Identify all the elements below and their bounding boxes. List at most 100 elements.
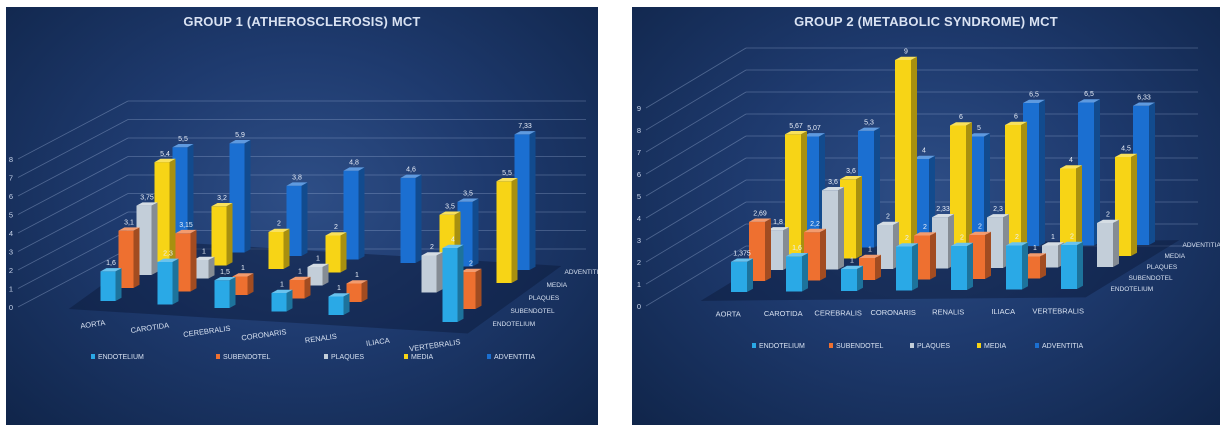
data-label: 4,5 (1121, 146, 1131, 153)
bar-top (950, 122, 972, 126)
bar-top (840, 176, 862, 180)
legend-label: PLAQUES (331, 354, 364, 361)
data-label: 9 (904, 49, 908, 56)
bar-side (304, 276, 311, 299)
data-label: 1 (337, 285, 341, 292)
bar-front (951, 246, 967, 290)
bar-front (229, 143, 245, 253)
data-label: 6,33 (1137, 94, 1151, 101)
data-label: 1,6 (106, 260, 116, 267)
data-label: 7,33 (518, 123, 532, 130)
y-tick-label: 4 (637, 214, 641, 223)
data-label: 2,69 (753, 211, 767, 218)
bar-side (436, 252, 443, 293)
data-label: 3,1 (124, 219, 134, 226)
gridline (17, 211, 129, 271)
bar-side (340, 232, 347, 273)
bar-top (214, 276, 236, 281)
bar-top (271, 289, 293, 293)
legend-swatch (977, 343, 981, 348)
bar (136, 202, 158, 275)
data-label: 1 (298, 269, 302, 276)
legend-swatch (216, 354, 220, 359)
gridline (645, 223, 747, 285)
data-label: 3,5 (445, 203, 455, 210)
data-label: 3,2 (217, 195, 227, 202)
y-tick-label: 2 (637, 258, 641, 267)
bar (268, 228, 290, 269)
bar (154, 158, 176, 262)
bar (400, 174, 422, 263)
series-axis-label: ENDOTELIUM (493, 321, 536, 328)
bar-front (421, 255, 437, 293)
bar (157, 258, 179, 305)
bar-front (214, 280, 230, 308)
bar-top (460, 268, 482, 272)
legend-swatch (829, 343, 833, 348)
bar (442, 244, 464, 322)
data-label: 2 (430, 244, 434, 251)
series-axis-label: PLAQUES (1147, 264, 1178, 271)
bar-top (307, 263, 329, 267)
data-label: 5,5 (502, 170, 512, 177)
bar-top (1061, 241, 1083, 245)
bar (289, 276, 311, 299)
bar-side (475, 268, 482, 309)
data-label: 1 (241, 265, 245, 272)
bar-side (985, 231, 991, 279)
y-tick-label: 6 (9, 192, 13, 201)
bar-front (193, 260, 209, 279)
data-label: 2 (277, 221, 281, 228)
bar-front (1006, 245, 1022, 290)
bar-front (731, 261, 747, 292)
bar-top (913, 155, 935, 159)
gridline (645, 201, 747, 263)
y-tick-label: 3 (9, 248, 13, 257)
category-label: RENALIS (932, 308, 964, 317)
category-label: ILIACA (365, 336, 390, 348)
chart-title: GROUP 2 (METABOLIC SYNDROME) MCT (794, 14, 1058, 29)
category-label: CAROTIDA (130, 321, 170, 335)
bar-front (343, 170, 359, 260)
data-label: 1 (202, 249, 206, 256)
bar-top (193, 256, 215, 260)
bar-front (157, 261, 173, 305)
data-label: 5,07 (807, 125, 821, 132)
bar (346, 280, 368, 302)
bar-top (1060, 165, 1082, 169)
gridline (645, 91, 747, 153)
bar-side (301, 182, 308, 256)
bar-top (421, 252, 443, 256)
bar-top (968, 133, 990, 137)
bar-front (325, 235, 341, 273)
y-tick-label: 1 (637, 280, 641, 289)
bar-top (154, 158, 176, 163)
bar-side (361, 280, 368, 302)
bar (786, 253, 808, 292)
bar-front (841, 269, 857, 291)
data-label: 1 (850, 258, 854, 265)
y-tick-label: 7 (637, 148, 641, 157)
bar-front (1060, 168, 1076, 257)
bar-top (496, 177, 518, 182)
data-label: 1 (868, 247, 872, 254)
bar-front (268, 232, 284, 269)
bar (325, 232, 347, 273)
legend-swatch (91, 354, 95, 359)
bar-top (211, 203, 233, 207)
bar-top (1115, 153, 1137, 157)
bar (343, 167, 365, 260)
data-label: 1,8 (773, 219, 783, 226)
bar-top (157, 258, 179, 262)
bar-top (1133, 102, 1155, 106)
bar (1006, 242, 1028, 290)
bar-side (857, 265, 863, 291)
bar-side (838, 187, 844, 270)
bar-front (154, 162, 170, 262)
bar-top (1078, 99, 1100, 103)
data-label: 2,3 (993, 206, 1003, 213)
bar (193, 256, 215, 279)
bar-side (208, 256, 215, 279)
data-label: 6,5 (1084, 91, 1094, 98)
bar-top (325, 232, 347, 236)
